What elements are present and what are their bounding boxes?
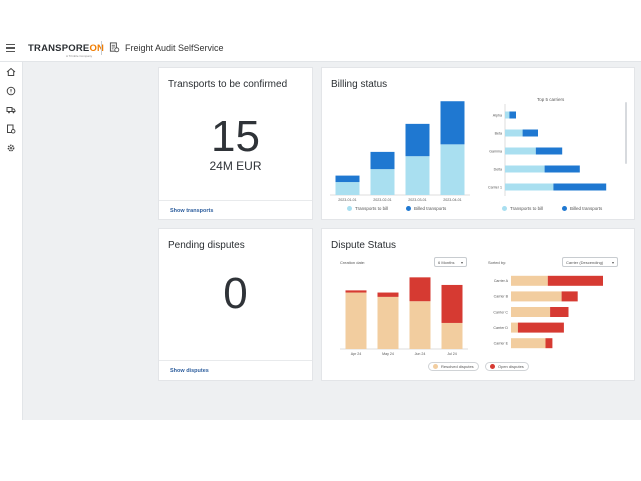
creation-date-label: Creation date: xyxy=(340,260,366,265)
billing-tick-label: 2023-02-01 xyxy=(373,198,391,202)
billing-legend-bill: Transports to bill xyxy=(347,206,388,211)
carriers-bar xyxy=(505,129,523,137)
carriers-legend-bill: Transports to bill xyxy=(502,206,543,211)
sorted-by-label: Sorted by: xyxy=(488,260,507,265)
carriers-bar xyxy=(505,183,554,191)
billing-tick-label: 2023-04-01 xyxy=(443,198,461,202)
freight-audit-icon xyxy=(109,42,120,53)
billing-tick-label: 2023-01-01 xyxy=(338,198,356,202)
transports-card: Transports to be confirmed 15 24M EUR Sh… xyxy=(158,67,313,220)
dispute-tick-label: Apr 24 xyxy=(351,352,362,356)
sorted-by-select[interactable]: Carrier (Descending) ▾ xyxy=(562,257,618,267)
dispute-carrier-category-label: Carrier A xyxy=(494,279,509,283)
chevron-down-icon: ▾ xyxy=(611,260,614,265)
card-divider xyxy=(159,200,312,201)
transports-title: Transports to be confirmed xyxy=(168,79,288,90)
carriers-category-label: Alpha xyxy=(493,113,502,117)
carriers-bar xyxy=(505,165,545,173)
carriers-category-label: Gamma xyxy=(489,149,502,153)
billing-chart: 2023-01-01 2023-02-01 2023-03-01 2023-04-01… xyxy=(330,101,627,202)
dispute-tick-label: Jun 24 xyxy=(415,352,426,356)
chevron-down-icon: ▾ xyxy=(460,260,463,265)
dispute-bar xyxy=(441,284,463,323)
info-icon[interactable] xyxy=(6,86,16,96)
disputes-title: Pending disputes xyxy=(168,240,245,251)
dispute-carrier-bar xyxy=(511,291,562,302)
show-disputes-link[interactable]: Show disputes xyxy=(170,368,209,374)
billing-bar xyxy=(405,123,430,157)
transports-count: 15 xyxy=(211,112,260,161)
dispute-carrier-bar xyxy=(511,275,548,286)
dispute-chart: Apr 24 May 24 Jun 24 Jul 24 Carrier A Carrier… xyxy=(340,275,603,356)
carriers-legend-billed: Billed transports xyxy=(562,206,602,211)
top-bar: TRANSPOREON A Trimble Company Freight Au… xyxy=(0,0,641,62)
dispute-carrier-bar xyxy=(545,338,553,349)
dispute-carrier-bar xyxy=(547,275,603,286)
carriers-scrollbar xyxy=(625,102,627,164)
dispute-carrier-bar xyxy=(511,322,518,333)
app-title: Freight Audit SelfService xyxy=(125,43,224,53)
billing-bar xyxy=(335,182,360,195)
disputes-count: 0 xyxy=(223,269,248,318)
dispute-bar xyxy=(441,322,463,349)
dispute-carrier-bar xyxy=(511,338,546,349)
dispute-bar xyxy=(345,290,367,293)
brand-logo: TRANSPOREON xyxy=(28,43,105,54)
dispute-bar xyxy=(409,301,431,349)
carriers-bar xyxy=(522,129,538,137)
carriers-bar xyxy=(509,111,516,119)
dispute-bar xyxy=(345,292,367,349)
home-icon[interactable] xyxy=(6,67,16,77)
dispute-carrier-bar xyxy=(511,307,551,317)
legend-open[interactable]: Open disputes xyxy=(485,362,529,371)
dispute-tick-label: Jul 24 xyxy=(447,352,457,356)
billing-card: Billing status 2023-01-01 2023-02-01 2023-… xyxy=(321,67,635,220)
billing-bar xyxy=(370,151,395,170)
dispute-bar xyxy=(409,277,431,302)
billing-bar xyxy=(440,144,465,195)
truck-icon[interactable] xyxy=(6,105,16,115)
menu-icon[interactable] xyxy=(6,44,15,52)
dispute-status-card: Dispute Status Creation date: 6 Months ▾ … xyxy=(321,228,635,381)
carriers-bar xyxy=(544,165,580,173)
billing-bar xyxy=(405,156,430,195)
billing-bar xyxy=(440,101,465,145)
dispute-carrier-category-label: Carrier E xyxy=(494,342,509,346)
carriers-category-label: Beta xyxy=(495,131,502,135)
invoice-icon[interactable] xyxy=(6,124,16,134)
dispute-bar xyxy=(377,296,399,349)
dispute-carrier-bar xyxy=(550,307,569,317)
app-root: TRANSPOREON A Trimble Company Freight Au… xyxy=(0,0,641,420)
dispute-carrier-category-label: Carrier D xyxy=(493,326,508,330)
disputes-card: Pending disputes 0 Show disputes xyxy=(158,228,313,381)
card-divider xyxy=(159,360,312,361)
sidebar xyxy=(0,62,23,420)
billing-bar xyxy=(370,169,395,195)
billing-title: Billing status xyxy=(331,79,388,90)
show-transports-link[interactable]: Show transports xyxy=(170,208,214,214)
dispute-bar xyxy=(377,292,399,297)
billing-tick-label: 2023-03-01 xyxy=(408,198,426,202)
carriers-bar xyxy=(505,147,536,155)
dispute-carrier-category-label: Carrier B xyxy=(494,295,509,299)
carriers-category-label: Carrier 1 xyxy=(488,185,502,189)
carriers-bar xyxy=(553,183,607,191)
dispute-carrier-bar xyxy=(561,291,578,302)
transports-amount: 24M EUR xyxy=(209,159,262,173)
carriers-category-label: Delta xyxy=(494,167,502,171)
brand-subtitle: A Trimble Company xyxy=(66,54,93,58)
creation-date-select[interactable]: 6 Months ▾ xyxy=(434,257,467,267)
carriers-bar xyxy=(535,147,563,155)
legend-resolved[interactable]: Resolved disputes xyxy=(428,362,479,371)
billing-bar xyxy=(335,175,360,183)
billing-legend-billed: Billed transports xyxy=(406,206,446,211)
dispute-carrier-category-label: Carrier C xyxy=(493,310,508,314)
dispute-tick-label: May 24 xyxy=(382,352,394,356)
header-divider xyxy=(101,41,102,55)
dispute-carrier-bar xyxy=(517,322,564,333)
carriers-bar xyxy=(505,111,510,119)
gear-icon[interactable] xyxy=(6,143,16,153)
dispute-status-title: Dispute Status xyxy=(331,240,397,251)
top-carriers-title: Top 5 carriers xyxy=(537,97,565,102)
